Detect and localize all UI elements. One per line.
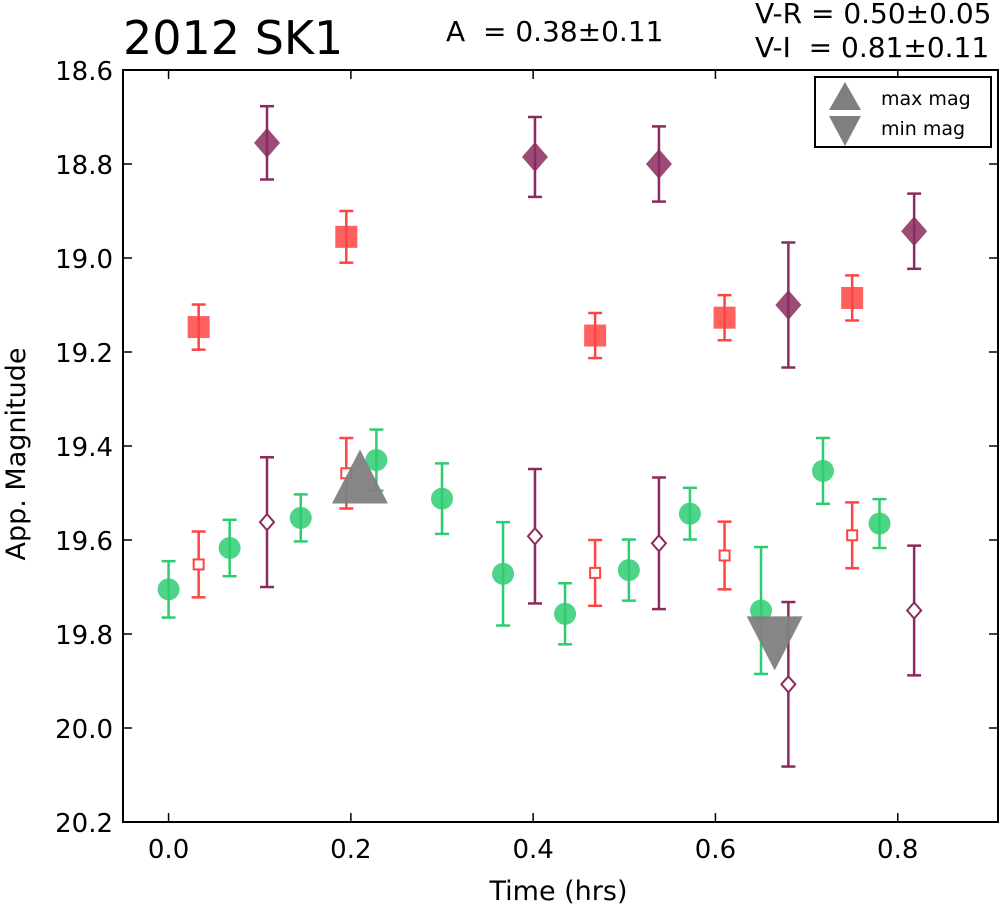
y-tick-label: 20.0 (55, 715, 113, 745)
y-tick-label: 19.4 (55, 433, 113, 463)
data-point-circle (617, 559, 640, 582)
series-0 (157, 428, 891, 676)
amplitude-label: A = 0.38±0.11 (446, 15, 664, 48)
legend: max mag min mag (814, 76, 992, 148)
x-tick-label: 0.6 (695, 835, 736, 865)
y-tick-label: 19.2 (55, 339, 113, 369)
y-tick-label: 19.8 (55, 621, 113, 651)
data-point-circle (218, 536, 241, 559)
data-point-diamond (905, 600, 923, 621)
legend-min-icon (829, 116, 861, 146)
data-point-circle (289, 506, 312, 529)
data-point-circle (431, 487, 454, 510)
color-vr-label: V-R = 0.50±0.05 (755, 0, 992, 30)
data-point-square (584, 324, 607, 347)
y-tick-label: 18.8 (55, 151, 113, 181)
data-point-diamond (526, 526, 544, 546)
data-point-circle (157, 578, 180, 601)
data-point-circle (678, 502, 701, 525)
legend-label: max mag (881, 88, 971, 110)
data-point-square (718, 549, 731, 562)
data-point-diamond (521, 141, 548, 172)
color-vi-label: V-I = 0.81±0.11 (755, 31, 990, 64)
data-markers (157, 104, 928, 768)
axes: 0.0 0.2 0.4 0.6 0.8 18.6 18.8 19.0 19.2 19.4 19.6 1… (1, 57, 999, 904)
x-tick-label: 0.0 (148, 835, 189, 865)
max-mag-marker (331, 449, 388, 504)
data-point-diamond (258, 512, 276, 532)
data-point-square (187, 316, 210, 339)
plot-frame (122, 69, 999, 823)
series-1 (187, 209, 864, 360)
data-point-circle (868, 512, 891, 535)
series-2 (254, 104, 928, 369)
min-mag-marker (746, 616, 803, 671)
data-point-diamond (650, 533, 668, 553)
data-point-diamond (901, 216, 928, 247)
y-tick-label: 19.0 (55, 245, 113, 275)
x-tick-label: 0.8 (877, 835, 918, 865)
data-point-square (713, 306, 736, 329)
legend-label: min mag (881, 118, 965, 140)
x-tick-label: 0.4 (512, 835, 553, 865)
y-tick-label: 19.6 (55, 527, 113, 557)
data-point-diamond (645, 149, 672, 179)
x-tick-label: 0.2 (330, 835, 371, 865)
y-axis-label: App. Magnitude (1, 348, 32, 561)
data-point-diamond (254, 127, 281, 158)
data-point-circle (750, 599, 773, 622)
data-point-diamond (775, 290, 802, 320)
x-axis-label: Time (hrs) (488, 876, 627, 904)
data-point-diamond (780, 674, 797, 694)
y-tick-label: 18.6 (55, 57, 113, 87)
data-point-circle (812, 459, 834, 482)
data-point-square (841, 286, 864, 309)
data-point-square (335, 225, 358, 248)
series-3 (191, 436, 860, 608)
data-point-square (846, 529, 859, 542)
data-point-circle (492, 562, 515, 585)
data-point-square (589, 566, 602, 579)
legend-max-icon (829, 82, 861, 110)
data-point-circle (554, 602, 577, 625)
chart-title: 2012 SK1 (123, 11, 344, 65)
data-point-square (192, 558, 205, 571)
y-tick-label: 20.2 (55, 809, 113, 839)
data-point-circle (365, 449, 388, 472)
